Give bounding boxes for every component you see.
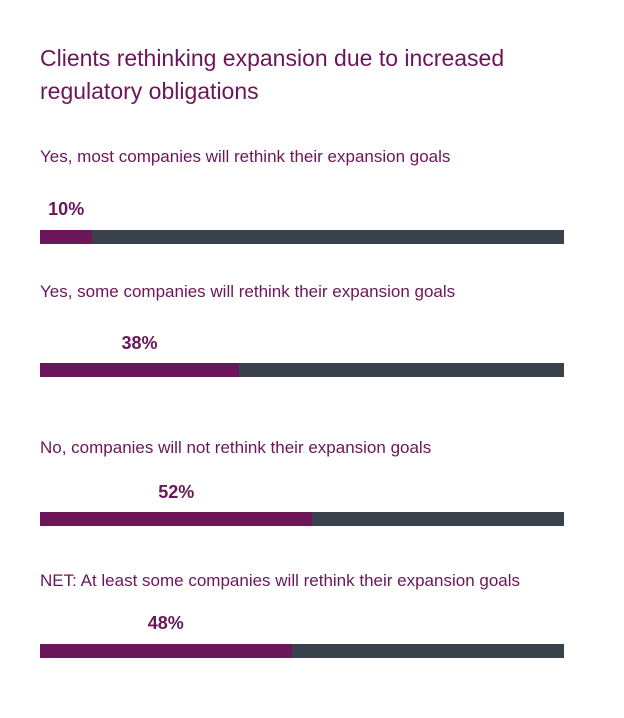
bar-track [40,230,564,244]
bar-track [40,512,564,526]
data-label: 38% [121,333,158,353]
bar-track [40,363,564,377]
bar [40,512,313,526]
category-label: Yes, some companies will rethink their e… [40,282,456,301]
bar [40,230,93,244]
category-label: NET: At least some companies will rethin… [40,571,521,590]
data-label: 48% [147,613,184,633]
bar-track [40,644,564,658]
data-label: 10% [48,199,85,219]
data-label: 52% [158,482,195,502]
category-label: No, companies will not rethink their exp… [40,438,432,457]
bar [40,363,240,377]
chart-title: Clients rethinking expansion due to incr… [40,45,505,104]
bar [40,644,292,658]
category-label: Yes, most companies will rethink their e… [40,147,451,166]
